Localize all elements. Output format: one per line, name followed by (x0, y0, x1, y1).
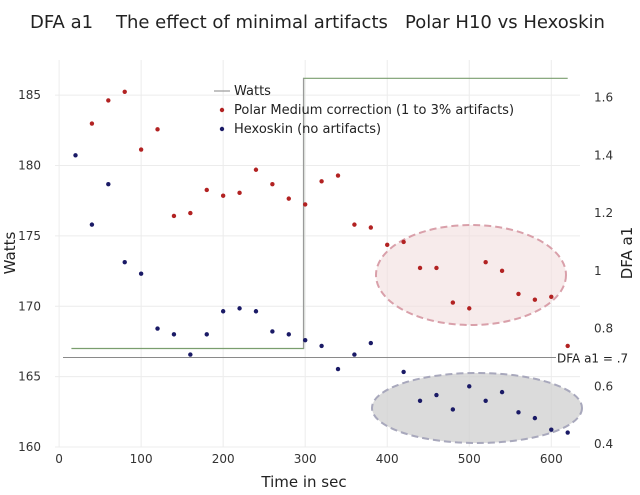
y-right-tick-label: 0.4 (594, 437, 613, 451)
hexoskin-point (499, 389, 505, 395)
hexoskin-point (122, 259, 127, 265)
hexoskin-point (171, 332, 177, 337)
polar-point (122, 89, 127, 94)
polar-point (270, 181, 275, 187)
hexoskin-point (286, 332, 291, 337)
x-tick-label: 200 (212, 452, 235, 466)
y-right-tick-label: 0.6 (594, 379, 613, 393)
polar-point (188, 210, 193, 216)
polar-point (499, 268, 505, 274)
hexoskin-highlight-ellipse (371, 372, 583, 444)
hexoskin-point (335, 366, 341, 372)
x-tick-label: 300 (294, 452, 317, 466)
y-right-tick-label: 1.2 (594, 206, 613, 220)
hexoskin-point (565, 430, 570, 435)
polar-point (89, 121, 95, 126)
highlight-ellipses (371, 224, 583, 444)
hexoskin-point (253, 309, 259, 314)
polar-point (138, 147, 144, 152)
polar-point (335, 173, 341, 178)
polar-highlight-ellipse (375, 224, 567, 326)
y-left-tick-label: 160 (18, 440, 41, 454)
polar-point (286, 196, 291, 201)
legend: Watts Polar Medium correction (1 to 3% ar… (214, 84, 514, 137)
legend-swatch-hexoskin (219, 126, 225, 132)
y-left-tick-label: 170 (18, 299, 41, 313)
y-axis-right-label: DFA a1 (618, 227, 636, 280)
hexoskin-point (204, 332, 209, 337)
polar-point (516, 291, 521, 297)
polar-point (352, 222, 357, 227)
polar-point (417, 265, 423, 271)
polar-point (565, 343, 570, 349)
polar-point (434, 265, 439, 271)
y-left-tick-label: 185 (18, 88, 41, 102)
y-left-tick-label: 180 (18, 159, 41, 173)
hexoskin-point (220, 309, 226, 314)
hexoskin-point (532, 415, 538, 421)
polar-point (237, 190, 242, 196)
hexoskin-point (73, 153, 78, 158)
hexoskin-point (302, 337, 308, 343)
polar-point (385, 242, 390, 248)
polar-point (450, 300, 456, 305)
polar-point (171, 213, 177, 219)
hexoskin-point (106, 181, 111, 187)
polar-point (483, 259, 488, 265)
threshold: DFA a1 = .7 (63, 351, 628, 365)
hexoskin-point (417, 398, 423, 403)
hexoskin-point (270, 329, 275, 334)
y-left-tick-label: 175 (18, 229, 41, 243)
x-tick-label: 0 (55, 452, 63, 466)
y-right-tick-label: 1.4 (594, 148, 613, 162)
hexoskin-point (89, 222, 95, 227)
hexoskin-point (319, 343, 324, 349)
hexoskin-point (155, 326, 160, 331)
hexoskin-point (138, 271, 144, 276)
y-left-tick-label: 165 (18, 370, 41, 384)
polar-point (106, 98, 111, 103)
polar-point (253, 167, 259, 172)
hexoskin-point (483, 398, 488, 403)
polar-point (319, 179, 324, 184)
polar-point (155, 127, 160, 132)
legend-label: Watts (234, 84, 271, 99)
hexoskin-point (450, 407, 456, 412)
hexoskin-point (401, 369, 406, 375)
legend-swatch-polar (219, 107, 225, 113)
polar-point (220, 193, 226, 198)
x-tick-label: 400 (376, 452, 399, 466)
hexoskin-point (467, 384, 472, 389)
legend-label: Hexoskin (no artifacts) (234, 122, 381, 137)
y-axis-left-label: Watts (1, 232, 19, 275)
polar-point (401, 239, 406, 245)
hexoskin-point (516, 410, 521, 415)
y-right-tick-label: 1.6 (594, 91, 613, 105)
x-tick-label: 600 (540, 452, 563, 466)
legend-label: Polar Medium correction (1 to 3% artifac… (234, 103, 514, 118)
y-right-tick-label: 0.8 (594, 322, 613, 336)
x-tick-label: 100 (130, 452, 153, 466)
polar-point (368, 225, 374, 230)
x-tick-label: 500 (458, 452, 481, 466)
polar-point (302, 202, 308, 207)
hexoskin-point (237, 306, 242, 311)
y-right-tick-label: 1 (594, 264, 602, 278)
hexoskin-point (352, 352, 357, 357)
axes: 0 100 200 300 400 500 600 160 165 170 175 180 185 0.4… (18, 88, 613, 466)
polar-point (467, 306, 472, 311)
x-axis-label: Time in sec (260, 473, 346, 491)
polar-point (532, 297, 538, 302)
threshold-label: DFA a1 = .7 (557, 351, 628, 365)
hexoskin-point (434, 392, 439, 398)
hexoskin-point (188, 352, 193, 357)
series-layer (71, 77, 570, 435)
polar-point (549, 294, 554, 300)
hexoskin-point (368, 340, 374, 346)
chart-title: DFA a1 The effect of minimal artifacts P… (30, 12, 605, 33)
hexoskin-point (549, 427, 554, 432)
polar-point (204, 187, 209, 193)
